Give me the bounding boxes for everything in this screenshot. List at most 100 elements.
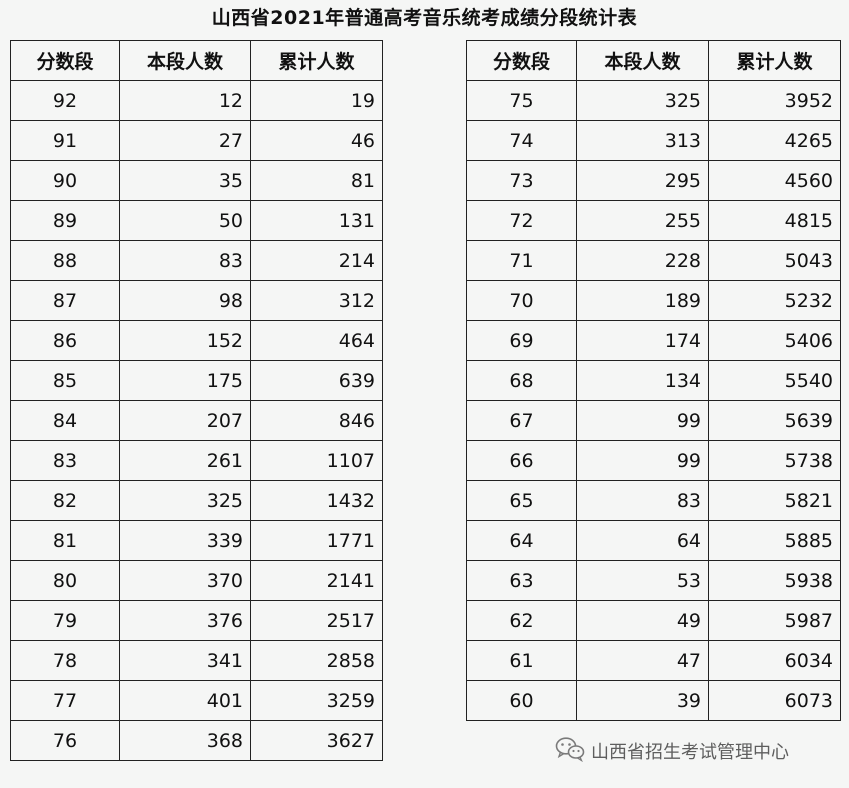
cell-score-range: 81 — [10, 520, 120, 561]
header-cumulative-count: 累计人数 — [250, 40, 383, 81]
table-header-row: 分数段 本段人数 累计人数 — [466, 40, 841, 81]
table-row: 91 27 46 — [10, 120, 383, 161]
cell-segment-count: 98 — [119, 280, 251, 321]
cell-cumulative-count: 3952 — [708, 80, 841, 121]
cell-cumulative-count: 2517 — [250, 600, 383, 641]
cell-score-range: 67 — [466, 400, 577, 441]
cell-cumulative-count: 1432 — [250, 480, 383, 521]
cell-segment-count: 39 — [576, 680, 709, 721]
cell-segment-count: 368 — [119, 720, 251, 761]
cell-cumulative-count: 5232 — [708, 280, 841, 321]
cell-cumulative-count: 5540 — [708, 360, 841, 401]
table-row: 83 261 1107 — [10, 440, 383, 481]
cell-cumulative-count: 2858 — [250, 640, 383, 681]
cell-cumulative-count: 5821 — [708, 480, 841, 521]
table-row: 77 401 3259 — [10, 680, 383, 721]
table-row: 88 83 214 — [10, 240, 383, 281]
cell-cumulative-count: 464 — [250, 320, 383, 361]
cell-segment-count: 53 — [576, 560, 709, 601]
cell-score-range: 82 — [10, 480, 120, 521]
table-row: 65 83 5821 — [466, 480, 841, 521]
cell-segment-count: 83 — [119, 240, 251, 281]
header-cumulative-count: 累计人数 — [708, 40, 841, 81]
cell-score-range: 80 — [10, 560, 120, 601]
header-score-range: 分数段 — [466, 40, 577, 81]
cell-score-range: 65 — [466, 480, 577, 521]
cell-segment-count: 189 — [576, 280, 709, 321]
cell-score-range: 75 — [466, 80, 577, 121]
table-row: 89 50 131 — [10, 200, 383, 241]
cell-score-range: 92 — [10, 80, 120, 121]
page-title: 山西省2021年普通高考音乐统考成绩分段统计表 — [211, 7, 638, 29]
table-row: 74 313 4265 — [466, 120, 841, 161]
cell-cumulative-count: 5639 — [708, 400, 841, 441]
cell-score-range: 87 — [10, 280, 120, 321]
cell-score-range: 85 — [10, 360, 120, 401]
table-row: 72 255 4815 — [466, 200, 841, 241]
cell-segment-count: 47 — [576, 640, 709, 681]
table-row: 82 325 1432 — [10, 480, 383, 521]
cell-cumulative-count: 131 — [250, 200, 383, 241]
table-row: 66 99 5738 — [466, 440, 841, 481]
cell-segment-count: 341 — [119, 640, 251, 681]
cell-score-range: 89 — [10, 200, 120, 241]
table-row: 71 228 5043 — [466, 240, 841, 281]
cell-cumulative-count: 3627 — [250, 720, 383, 761]
cell-score-range: 90 — [10, 160, 120, 201]
cell-segment-count: 261 — [119, 440, 251, 481]
cell-segment-count: 134 — [576, 360, 709, 401]
table-row: 87 98 312 — [10, 280, 383, 321]
cell-segment-count: 12 — [119, 80, 251, 121]
cell-segment-count: 64 — [576, 520, 709, 561]
header-segment-count: 本段人数 — [119, 40, 251, 81]
cell-segment-count: 295 — [576, 160, 709, 201]
score-table-left: 分数段 本段人数 累计人数 92 12 19 91 27 46 90 35 81 89 50 131 8… — [10, 40, 383, 761]
cell-score-range: 78 — [10, 640, 120, 681]
cell-segment-count: 174 — [576, 320, 709, 361]
cell-score-range: 77 — [10, 680, 120, 721]
table-row: 61 47 6034 — [466, 640, 841, 681]
cell-segment-count: 27 — [119, 120, 251, 161]
cell-cumulative-count: 312 — [250, 280, 383, 321]
cell-cumulative-count: 5043 — [708, 240, 841, 281]
cell-segment-count: 325 — [576, 80, 709, 121]
cell-cumulative-count: 5987 — [708, 600, 841, 641]
table-row: 90 35 81 — [10, 160, 383, 201]
table-row: 76 368 3627 — [10, 720, 383, 761]
table-row: 69 174 5406 — [466, 320, 841, 361]
table-row: 64 64 5885 — [466, 520, 841, 561]
cell-score-range: 83 — [10, 440, 120, 481]
table-row: 84 207 846 — [10, 400, 383, 441]
cell-score-range: 74 — [466, 120, 577, 161]
cell-score-range: 72 — [466, 200, 577, 241]
cell-cumulative-count: 4265 — [708, 120, 841, 161]
cell-cumulative-count: 46 — [250, 120, 383, 161]
table-row: 68 134 5540 — [466, 360, 841, 401]
cell-cumulative-count: 1771 — [250, 520, 383, 561]
cell-cumulative-count: 4815 — [708, 200, 841, 241]
cell-score-range: 62 — [466, 600, 577, 641]
cell-cumulative-count: 19 — [250, 80, 383, 121]
cell-segment-count: 313 — [576, 120, 709, 161]
cell-score-range: 79 — [10, 600, 120, 641]
cell-cumulative-count: 6073 — [708, 680, 841, 721]
table-row: 85 175 639 — [10, 360, 383, 401]
cell-segment-count: 255 — [576, 200, 709, 241]
table-row: 80 370 2141 — [10, 560, 383, 601]
cell-segment-count: 50 — [119, 200, 251, 241]
cell-cumulative-count: 846 — [250, 400, 383, 441]
cell-cumulative-count: 5406 — [708, 320, 841, 361]
table-header-row: 分数段 本段人数 累计人数 — [10, 40, 383, 81]
table-row: 67 99 5639 — [466, 400, 841, 441]
table-row: 79 376 2517 — [10, 600, 383, 641]
cell-segment-count: 401 — [119, 680, 251, 721]
cell-segment-count: 152 — [119, 320, 251, 361]
cell-score-range: 66 — [466, 440, 577, 481]
cell-segment-count: 325 — [119, 480, 251, 521]
cell-cumulative-count: 214 — [250, 240, 383, 281]
cell-cumulative-count: 6034 — [708, 640, 841, 681]
cell-segment-count: 376 — [119, 600, 251, 641]
table-row: 86 152 464 — [10, 320, 383, 361]
cell-score-range: 63 — [466, 560, 577, 601]
table-row: 62 49 5987 — [466, 600, 841, 641]
